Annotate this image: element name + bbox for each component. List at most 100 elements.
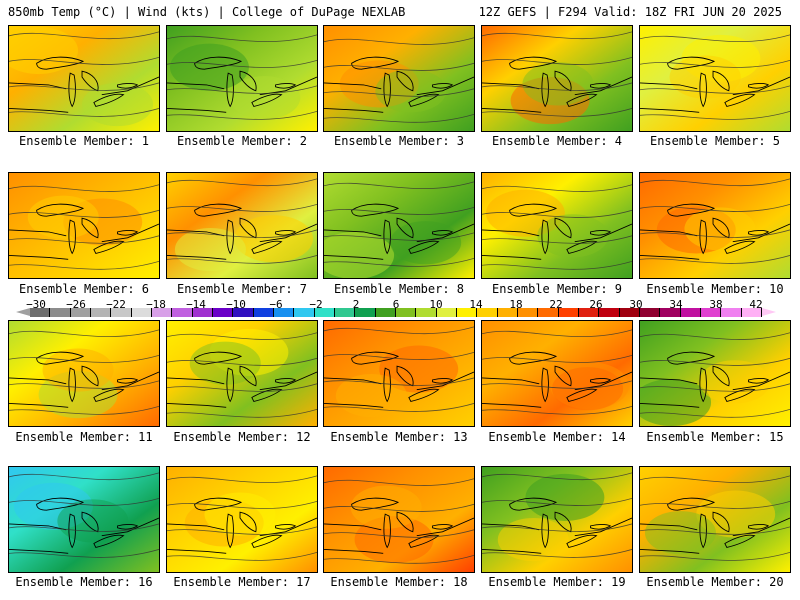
ensemble-member-map bbox=[639, 172, 791, 279]
colorbar-segment bbox=[192, 308, 213, 317]
ensemble-member-map bbox=[639, 25, 791, 132]
ensemble-member-map bbox=[481, 466, 633, 573]
ensemble-member-label: Ensemble Member: 9 bbox=[491, 282, 623, 296]
ensemble-member-map bbox=[639, 320, 791, 427]
temperature-colorbar bbox=[30, 308, 762, 317]
colorbar-segment bbox=[660, 308, 681, 317]
ensemble-member-map bbox=[166, 320, 318, 427]
ensemble-member-label: Ensemble Member: 20 bbox=[646, 575, 784, 589]
colorbar-segment bbox=[721, 308, 742, 317]
ensemble-member-map bbox=[323, 466, 475, 573]
colorbar-segment bbox=[294, 308, 315, 317]
model-run-info: 12Z GEFS | F294 Valid: 18Z FRI JUN 20 20… bbox=[478, 5, 782, 19]
colorbar-segment bbox=[111, 308, 132, 317]
ensemble-member-map bbox=[481, 25, 633, 132]
temperature-field bbox=[9, 26, 159, 131]
colorbar-tick-label: −14 bbox=[186, 298, 206, 311]
colorbar-segment bbox=[538, 308, 559, 317]
temperature-field bbox=[9, 467, 159, 572]
colorbar-tick-label: 22 bbox=[549, 298, 563, 311]
temperature-field bbox=[324, 321, 474, 426]
colorbar-segment bbox=[152, 308, 173, 317]
ensemble-member-label: Ensemble Member: 1 bbox=[18, 134, 150, 148]
colorbar-segment bbox=[477, 308, 498, 317]
colorbar-segment bbox=[253, 308, 274, 317]
ensemble-member-map bbox=[323, 172, 475, 279]
temperature-field bbox=[167, 26, 317, 131]
colorbar-segment bbox=[375, 308, 396, 317]
ensemble-member-label: Ensemble Member: 2 bbox=[176, 134, 308, 148]
colorbar-left-arrow bbox=[16, 308, 30, 316]
colorbar-segment bbox=[172, 308, 193, 317]
temperature-field bbox=[482, 467, 632, 572]
ensemble-member-map bbox=[8, 25, 160, 132]
temperature-field bbox=[482, 173, 632, 278]
colorbar-tick-label: −26 bbox=[66, 298, 86, 311]
temperature-field bbox=[324, 173, 474, 278]
colorbar-segment bbox=[416, 308, 437, 317]
ensemble-member-map bbox=[323, 25, 475, 132]
temperature-field bbox=[640, 173, 790, 278]
colorbar-tick-label: 38 bbox=[709, 298, 723, 311]
colorbar-segment bbox=[619, 308, 640, 317]
great-lakes-outline bbox=[167, 56, 317, 113]
ensemble-member-label: Ensemble Member: 8 bbox=[333, 282, 465, 296]
great-lakes-outline bbox=[167, 351, 317, 408]
temperature-field bbox=[640, 321, 790, 426]
colorbar-tick-label: −30 bbox=[26, 298, 46, 311]
ensemble-member-label: Ensemble Member: 16 bbox=[15, 575, 153, 589]
colorbar-segment bbox=[70, 308, 91, 317]
colorbar-segment bbox=[518, 308, 539, 317]
great-lakes-outline bbox=[324, 351, 474, 408]
temperature-field bbox=[482, 321, 632, 426]
great-lakes-outline bbox=[482, 497, 632, 554]
colorbar-segment bbox=[701, 308, 722, 317]
colorbar-right-arrow bbox=[762, 308, 776, 316]
great-lakes-outline bbox=[9, 203, 159, 260]
great-lakes-outline bbox=[167, 203, 317, 260]
colorbar-segment bbox=[436, 308, 457, 317]
ensemble-member-map bbox=[8, 172, 160, 279]
temperature-field bbox=[167, 467, 317, 572]
colorbar-segment bbox=[640, 308, 661, 317]
ensemble-member-map bbox=[481, 172, 633, 279]
great-lakes-outline bbox=[324, 497, 474, 554]
colorbar-segment bbox=[558, 308, 579, 317]
colorbar-segment bbox=[314, 308, 335, 317]
ensemble-member-label: Ensemble Member: 6 bbox=[18, 282, 150, 296]
colorbar-segment bbox=[91, 308, 112, 317]
colorbar-tick-label: −10 bbox=[226, 298, 246, 311]
colorbar-segment bbox=[396, 308, 417, 317]
ensemble-member-label: Ensemble Member: 12 bbox=[173, 430, 311, 444]
ensemble-member-label: Ensemble Member: 10 bbox=[646, 282, 784, 296]
ensemble-member-map bbox=[8, 466, 160, 573]
colorbar-segment bbox=[30, 308, 51, 317]
colorbar-tick-label: −18 bbox=[146, 298, 166, 311]
ensemble-member-map bbox=[166, 25, 318, 132]
colorbar-segment bbox=[131, 308, 152, 317]
great-lakes-outline bbox=[482, 56, 632, 113]
colorbar-segment bbox=[274, 308, 295, 317]
colorbar-segment bbox=[599, 308, 620, 317]
great-lakes-outline bbox=[324, 56, 474, 113]
colorbar-tick-label: 14 bbox=[469, 298, 483, 311]
great-lakes-outline bbox=[482, 203, 632, 260]
ensemble-member-label: Ensemble Member: 14 bbox=[488, 430, 626, 444]
ensemble-member-label: Ensemble Member: 13 bbox=[330, 430, 468, 444]
ensemble-member-label: Ensemble Member: 4 bbox=[491, 134, 623, 148]
colorbar-tick-label: −22 bbox=[106, 298, 126, 311]
colorbar-segment bbox=[213, 308, 234, 317]
ensemble-member-label: Ensemble Member: 17 bbox=[173, 575, 311, 589]
colorbar-tick-label: 42 bbox=[749, 298, 763, 311]
colorbar-segment bbox=[497, 308, 518, 317]
colorbar-tick-label: −2 bbox=[309, 298, 323, 311]
colorbar-tick-label: 26 bbox=[589, 298, 603, 311]
colorbar-tick-label: 10 bbox=[429, 298, 443, 311]
ensemble-member-map bbox=[323, 320, 475, 427]
ensemble-member-map bbox=[166, 466, 318, 573]
ensemble-member-label: Ensemble Member: 5 bbox=[649, 134, 781, 148]
ensemble-member-map bbox=[8, 320, 160, 427]
map-title: 850mb Temp (°C) | Wind (kts) | College o… bbox=[8, 5, 406, 19]
great-lakes-outline bbox=[167, 497, 317, 554]
colorbar-tick-label: 30 bbox=[629, 298, 643, 311]
